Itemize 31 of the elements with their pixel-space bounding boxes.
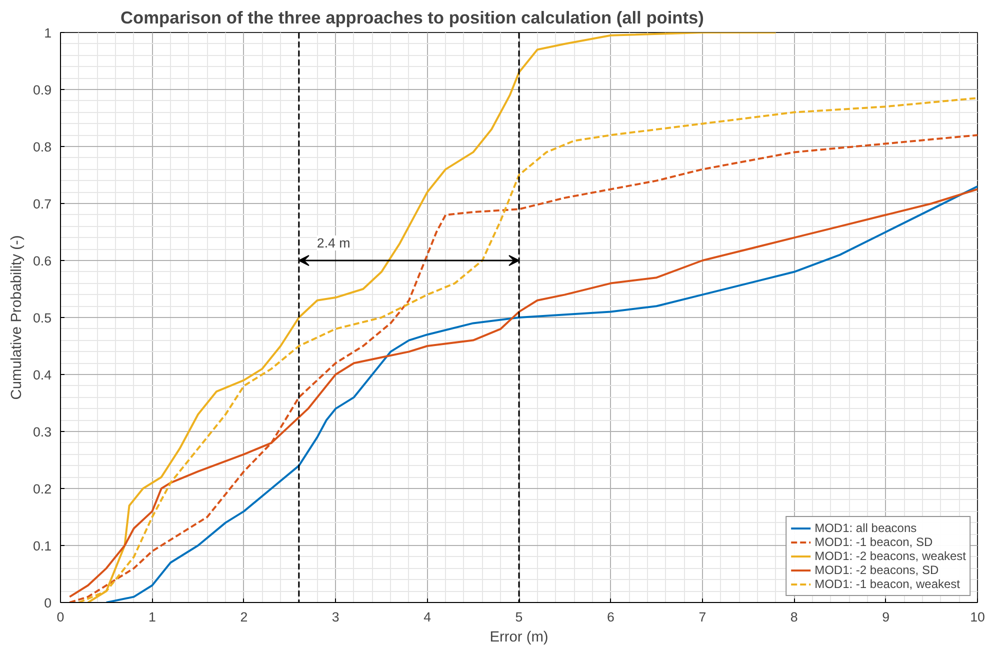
y-tick-label: 0.2 xyxy=(32,482,52,496)
annotation: 2.4 m xyxy=(316,236,350,250)
x-tick-label: 9 xyxy=(882,610,890,624)
x-tick-label: 3 xyxy=(332,610,340,624)
y-tick-label: 0.1 xyxy=(32,538,52,554)
x-tick-label: 4 xyxy=(424,610,432,624)
x-axis-title: Error (m) xyxy=(490,630,548,646)
legend-label: MOD1: all beacons xyxy=(814,521,917,535)
x-tick-label: 6 xyxy=(606,610,614,624)
y-tick-label: 0.9 xyxy=(32,82,52,98)
y-tick-label: 0.7 xyxy=(32,196,52,212)
x-tick-label: 5 xyxy=(515,610,523,624)
x-tick-label: 2 xyxy=(240,610,248,624)
x-tick-label: 8 xyxy=(790,610,798,624)
legend-label: MOD1: -1 beacon, SD xyxy=(814,535,933,549)
legend-label: MOD1: -1 beacon, weakest xyxy=(814,577,960,591)
y-tick-label: 1 xyxy=(44,26,52,40)
legend-label: MOD1: -2 beacons, weakest xyxy=(814,549,966,563)
y-tick-label: 0.6 xyxy=(32,254,52,268)
x-tick-label: 1 xyxy=(148,610,156,624)
y-tick-label: 0.8 xyxy=(32,140,52,154)
chart-title: Comparison of the three approaches to position calculation (all points) xyxy=(120,8,704,28)
x-tick-label: 0 xyxy=(56,610,64,624)
y-tick-label: 0.4 xyxy=(32,368,52,382)
y-tick-label: 0.3 xyxy=(32,424,52,440)
legend-label: MOD1: -2 beacons, SD xyxy=(814,563,939,577)
y-tick-label: 0.5 xyxy=(32,310,52,326)
y-tick-label: 0 xyxy=(44,596,52,610)
y-axis-title: Cumulative Probability (-) xyxy=(8,235,25,400)
x-tick-label: 7 xyxy=(698,610,706,624)
x-tick-label: 10 xyxy=(970,610,985,624)
